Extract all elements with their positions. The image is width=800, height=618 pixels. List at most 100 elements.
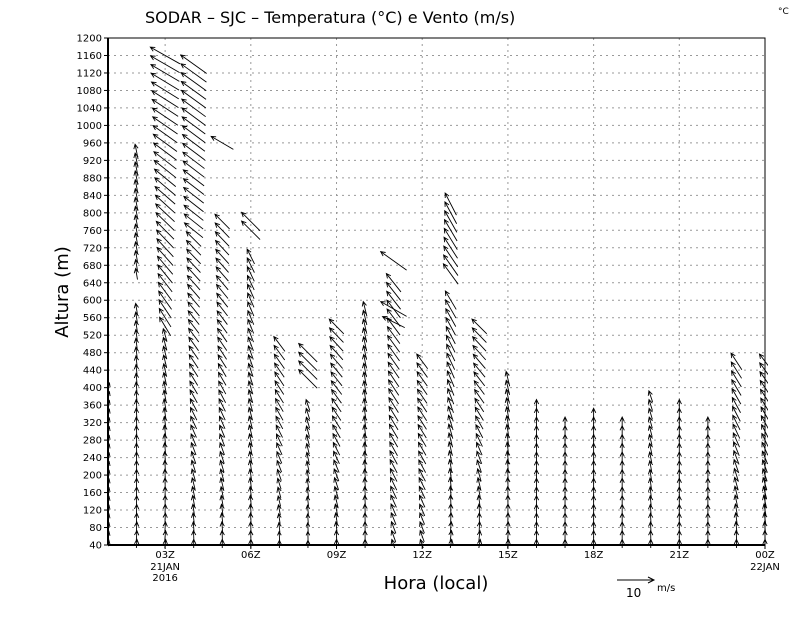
- wind-vector: [189, 371, 199, 386]
- wind-vector: [476, 529, 483, 542]
- wind-vector: [276, 495, 282, 507]
- wind-vector: [305, 468, 311, 481]
- wind-vector: [297, 342, 318, 363]
- wind-vectors: [108, 46, 768, 548]
- wind-vector: [444, 200, 458, 224]
- wind-vector: [188, 362, 199, 378]
- x-tick-label: 03Z: [155, 550, 175, 561]
- wind-vector: [442, 263, 459, 285]
- wind-vector: [417, 432, 427, 447]
- wind-vector: [188, 327, 200, 343]
- wind-vector: [186, 266, 201, 282]
- wind-vector: [133, 346, 139, 359]
- wind-vector: [133, 407, 140, 420]
- wind-vector: [388, 387, 399, 405]
- wind-vector: [330, 371, 343, 387]
- wind-vector: [332, 432, 341, 447]
- wind-vector: [215, 248, 230, 265]
- wind-vector: [386, 290, 401, 310]
- wind-vector: [388, 414, 399, 431]
- wind-vector: [328, 318, 345, 335]
- wind-vector: [247, 318, 255, 334]
- wind-vector: [730, 370, 742, 388]
- wind-vector: [418, 459, 427, 473]
- y-tick-label: 1120: [77, 68, 102, 79]
- wind-vector: [305, 521, 311, 533]
- chart-title: SODAR – SJC – Temperatura (°C) e Vento (…: [145, 8, 515, 27]
- wind-vector: [276, 503, 282, 516]
- wind-vector: [247, 353, 254, 369]
- wind-vector: [390, 529, 397, 543]
- wind-vector: [732, 414, 741, 431]
- wind-vector: [387, 361, 400, 379]
- wind-vector: [416, 353, 429, 370]
- x-tick-sub2: 2016: [152, 573, 177, 584]
- wind-vector: [157, 264, 173, 284]
- wind-vector: [731, 396, 741, 413]
- wind-vector: [214, 222, 230, 238]
- wind-vector: [331, 415, 341, 430]
- wind-vector: [273, 362, 285, 378]
- y-tick-label: 160: [83, 488, 102, 499]
- wind-vector: [448, 485, 454, 499]
- wind-vector: [151, 98, 179, 117]
- wind-vector: [419, 512, 426, 525]
- wind-vector: [329, 344, 344, 361]
- wind-vector: [153, 159, 177, 179]
- wind-vector: [361, 300, 368, 317]
- wind-vector: [180, 80, 207, 100]
- wind-vector: [305, 530, 311, 541]
- wind-vector: [362, 450, 368, 464]
- wind-vector: [273, 344, 286, 361]
- wind-vector: [274, 379, 285, 395]
- wind-vector: [216, 292, 229, 308]
- wind-vector: [181, 116, 206, 135]
- wind-vector: [419, 503, 426, 517]
- wind-vector: [219, 459, 225, 473]
- wind-vector: [151, 116, 178, 135]
- y-tick-label: 800: [83, 208, 102, 219]
- wind-vector: [418, 467, 426, 482]
- wind-vector: [505, 450, 511, 465]
- wind-vector: [157, 281, 173, 301]
- wind-vector: [158, 307, 172, 328]
- wind-vector: [386, 308, 401, 327]
- wind-vector: [217, 336, 228, 351]
- wind-vector: [447, 405, 454, 422]
- wind-vector: [134, 529, 140, 542]
- wind-vector: [275, 424, 283, 438]
- y-tick-label: 920: [83, 156, 102, 167]
- wind-vector: [159, 316, 172, 336]
- wind-vector: [446, 334, 456, 353]
- wind-vector: [472, 362, 486, 378]
- wind-vector: [647, 389, 654, 403]
- y-tick-label: 560: [83, 313, 102, 324]
- wind-vector: [153, 151, 177, 170]
- x-axis-label: Hora (local): [384, 573, 489, 594]
- wind-vector: [276, 521, 282, 533]
- wind-vector: [133, 328, 139, 341]
- wind-vector: [276, 512, 282, 524]
- wind-vector: [219, 441, 225, 456]
- wind-vector: [446, 387, 455, 405]
- wind-vector: [732, 423, 741, 439]
- wind-vector: [447, 414, 454, 431]
- wind-vector: [647, 416, 653, 429]
- wind-vector: [150, 90, 179, 109]
- x-tick-label: 15Z: [498, 550, 518, 561]
- wind-vector: [476, 503, 482, 516]
- wind-vector: [648, 512, 654, 525]
- y-tick-label: 1200: [77, 34, 102, 45]
- wind-vector: [387, 334, 401, 353]
- wind-vector: [189, 380, 198, 395]
- y-tick-label: 120: [83, 506, 102, 517]
- wind-vector: [330, 388, 342, 404]
- grid-lines: [108, 37, 766, 546]
- wind-vector: [733, 467, 739, 482]
- wind-vector: [219, 520, 225, 534]
- wind-vector: [217, 345, 227, 360]
- wind-vector: [731, 387, 742, 405]
- wind-vector: [389, 432, 399, 448]
